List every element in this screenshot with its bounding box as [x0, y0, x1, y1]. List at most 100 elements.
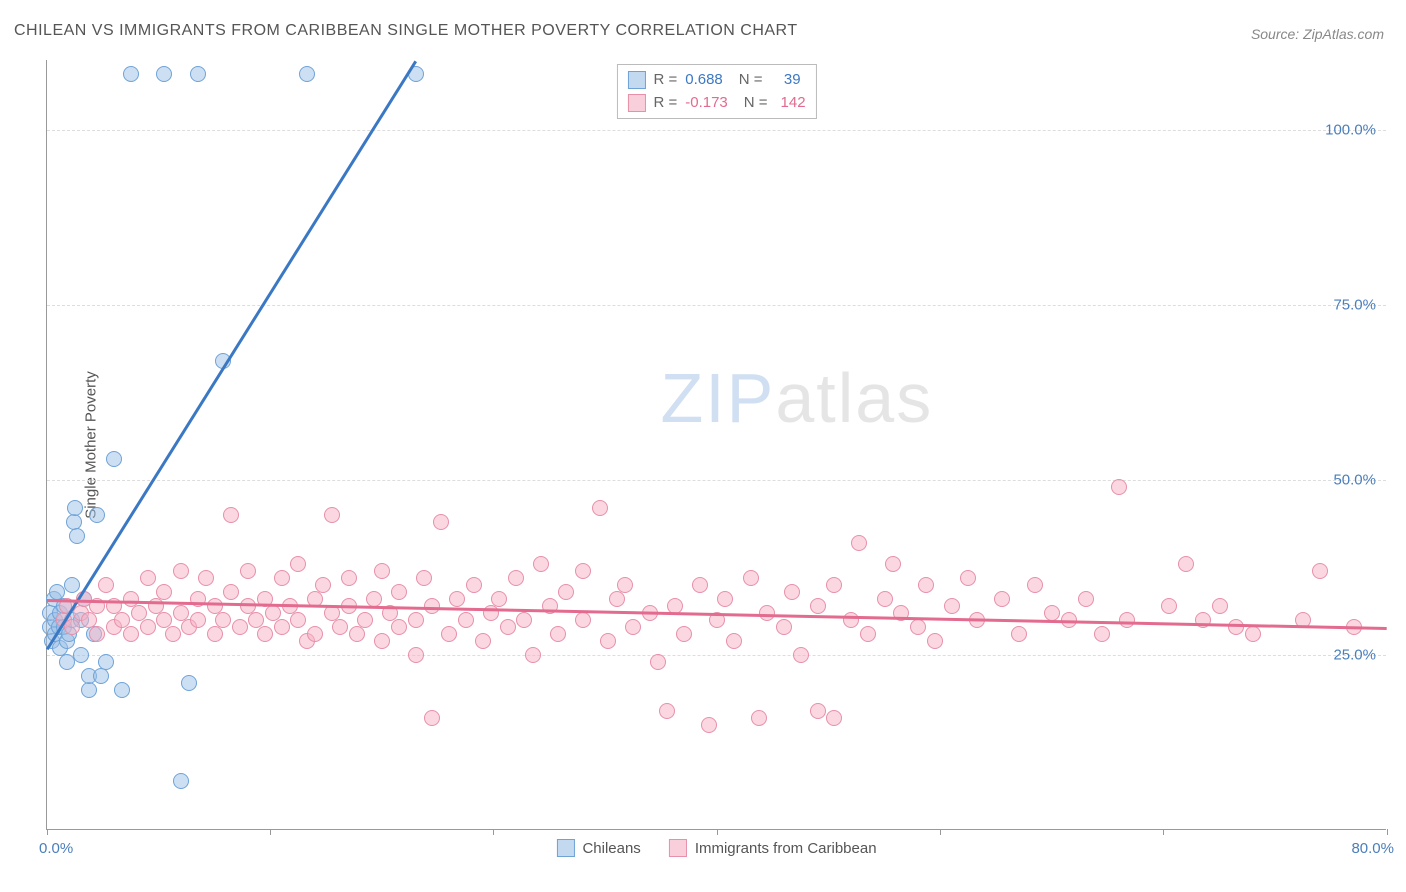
legend-row-1: R = 0.688 N = 39	[627, 69, 805, 92]
x-axis-label-right: 80.0%	[1351, 840, 1394, 857]
bottom-legend-label-1: Chileans	[582, 840, 640, 857]
data-point	[357, 612, 373, 628]
x-tick	[270, 829, 271, 835]
data-point	[650, 654, 666, 670]
legend-n-value-1: 39	[771, 69, 801, 92]
data-point	[198, 570, 214, 586]
data-point	[810, 598, 826, 614]
data-point	[69, 528, 85, 544]
data-point	[575, 612, 591, 628]
data-point	[140, 619, 156, 635]
bottom-legend: Chileans Immigrants from Caribbean	[556, 839, 876, 857]
data-point	[944, 598, 960, 614]
data-point	[315, 577, 331, 593]
data-point	[676, 626, 692, 642]
data-point	[1027, 577, 1043, 593]
y-tick-label: 25.0%	[1333, 647, 1376, 664]
x-tick	[717, 829, 718, 835]
data-point	[123, 66, 139, 82]
y-tick-label: 75.0%	[1333, 297, 1376, 314]
data-point	[98, 577, 114, 593]
data-point	[349, 626, 365, 642]
data-point	[449, 591, 465, 607]
data-point	[1044, 605, 1060, 621]
plot-area: Single Mother Poverty ZIPatlas 25.0% 50.0…	[46, 60, 1386, 830]
data-point	[374, 563, 390, 579]
data-point	[391, 619, 407, 635]
legend-r-value-1: 0.688	[685, 69, 723, 92]
x-axis-label-left: 0.0%	[39, 840, 73, 857]
data-point	[533, 556, 549, 572]
data-point	[927, 633, 943, 649]
gridline	[47, 655, 1386, 656]
data-point	[190, 66, 206, 82]
data-point	[123, 626, 139, 642]
data-point	[525, 647, 541, 663]
data-point	[366, 591, 382, 607]
data-point	[324, 507, 340, 523]
data-point	[885, 556, 901, 572]
data-point	[1212, 598, 1228, 614]
data-point	[960, 570, 976, 586]
data-point	[114, 682, 130, 698]
legend-r-label-1: R =	[653, 69, 677, 92]
data-point	[106, 451, 122, 467]
data-point	[491, 591, 507, 607]
data-point	[701, 717, 717, 733]
data-point	[140, 570, 156, 586]
data-point	[1011, 626, 1027, 642]
data-point	[625, 619, 641, 635]
data-point	[776, 619, 792, 635]
data-point	[918, 577, 934, 593]
data-point	[1078, 591, 1094, 607]
data-point	[466, 577, 482, 593]
data-point	[64, 619, 80, 635]
data-point	[307, 626, 323, 642]
data-point	[416, 570, 432, 586]
data-point	[717, 591, 733, 607]
y-tick-label: 100.0%	[1325, 122, 1376, 139]
data-point	[851, 535, 867, 551]
bottom-swatch-blue	[556, 839, 574, 857]
data-point	[784, 584, 800, 600]
data-point	[156, 584, 172, 600]
y-tick-label: 50.0%	[1333, 472, 1376, 489]
x-tick	[47, 829, 48, 835]
data-point	[156, 66, 172, 82]
bottom-swatch-pink	[669, 839, 687, 857]
data-point	[1094, 626, 1110, 642]
data-point	[1161, 598, 1177, 614]
data-point	[592, 500, 608, 516]
data-point	[332, 619, 348, 635]
y-axis-title: Single Mother Poverty	[82, 371, 99, 519]
data-point	[508, 570, 524, 586]
data-point	[877, 591, 893, 607]
watermark-zip: ZIP	[660, 359, 775, 437]
data-point	[240, 563, 256, 579]
legend-swatch-blue	[627, 71, 645, 89]
legend-swatch-pink	[627, 94, 645, 112]
data-point	[64, 577, 80, 593]
gridline	[47, 305, 1386, 306]
data-point	[257, 626, 273, 642]
watermark: ZIPatlas	[660, 358, 933, 438]
legend-n-label-1: N =	[739, 69, 763, 92]
data-point	[408, 647, 424, 663]
data-point	[826, 710, 842, 726]
watermark-atlas: atlas	[775, 359, 933, 437]
data-point	[433, 514, 449, 530]
bottom-legend-label-2: Immigrants from Caribbean	[695, 840, 877, 857]
data-point	[692, 577, 708, 593]
data-point	[81, 682, 97, 698]
correlation-legend: R = 0.688 N = 39 R = -0.173 N = 142	[616, 64, 816, 119]
data-point	[223, 584, 239, 600]
data-point	[290, 556, 306, 572]
data-point	[726, 633, 742, 649]
data-point	[1228, 619, 1244, 635]
source-label: Source: ZipAtlas.com	[1251, 26, 1384, 42]
data-point	[575, 563, 591, 579]
data-point	[659, 703, 675, 719]
data-point	[617, 577, 633, 593]
data-point	[793, 647, 809, 663]
data-point	[843, 612, 859, 628]
